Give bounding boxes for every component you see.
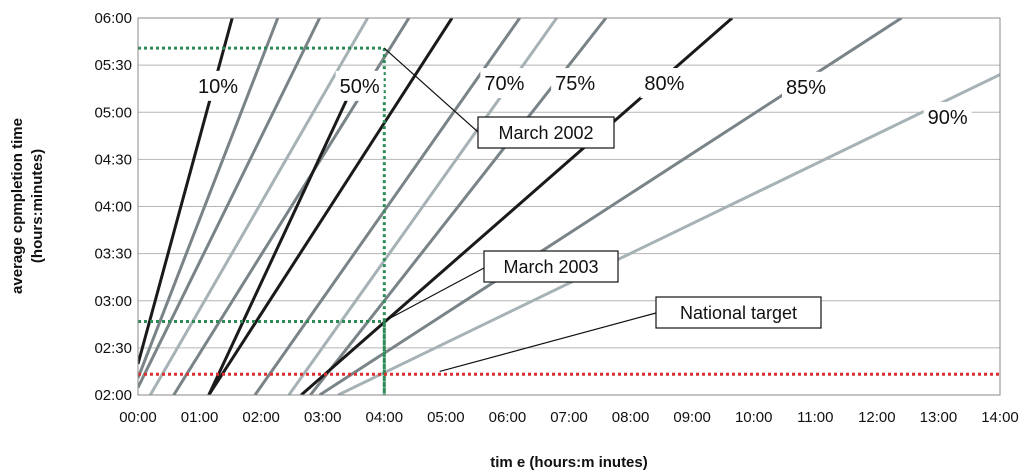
- series-line: [138, 18, 280, 379]
- series-label-box: [640, 68, 689, 99]
- x-tick-label: 10:00: [735, 409, 773, 426]
- series-line: [149, 18, 369, 395]
- series-label: 50%: [340, 76, 380, 98]
- y-tick-label: 02:00: [94, 387, 132, 404]
- y-axis-title-line1: average cpmpletion time: [9, 118, 26, 294]
- annotation-label: March 2002: [498, 123, 593, 143]
- x-tick-label: 01:00: [181, 409, 219, 426]
- y-tick-label: 05:30: [94, 57, 132, 74]
- y-axis-ticks: 02:00 02:30 03:00 03:30 04:00 04:30 05:00 05:30…: [94, 10, 132, 404]
- annotations-layer: March 2002 March 2003 National target: [383, 47, 822, 373]
- series-label-box: [782, 71, 831, 102]
- y-tick-label: 02:30: [94, 340, 132, 357]
- series-line: [207, 80, 357, 395]
- x-tick-label: 04:00: [366, 409, 404, 426]
- x-tick-label: 12:00: [858, 409, 896, 426]
- x-tick-label: 11:00: [797, 409, 833, 426]
- y-axis-title-line2: (hours:minutes): [29, 149, 46, 263]
- x-axis-ticks: 00:00 01:00 02:00 03:00 04:00 05:00 06:00 07:00…: [119, 409, 1019, 426]
- y-tick-label: 03:30: [94, 246, 132, 263]
- series-label: 10%: [198, 76, 238, 98]
- series-label: 85%: [786, 77, 826, 99]
- x-tick-label: 03:00: [304, 409, 342, 426]
- x-tick-label: 09:00: [673, 409, 711, 426]
- series-label-box: [551, 68, 600, 99]
- x-tick-label: 14:00: [981, 409, 1019, 426]
- annotation-leader: [383, 47, 479, 133]
- annotation-box: [477, 116, 615, 149]
- annotation-label: March 2003: [503, 257, 598, 277]
- series-label-box: [335, 70, 384, 101]
- series-line: [253, 18, 521, 395]
- annotation-leader: [387, 267, 485, 321]
- series-label: 80%: [644, 73, 684, 95]
- series-labels-layer: 10% 50% 70% 75% 80% 85% 90%: [194, 68, 972, 132]
- x-tick-label: 02:00: [242, 409, 280, 426]
- x-tick-label: 06:00: [489, 409, 527, 426]
- x-tick-label: 08:00: [612, 409, 650, 426]
- y-tick-label: 03:00: [94, 293, 132, 310]
- y-tick-label: 04:30: [94, 151, 132, 168]
- annotation-leader: [439, 312, 657, 373]
- series-line: [337, 73, 1000, 395]
- y-tick-label: 04:00: [94, 199, 132, 216]
- series-line: [138, 18, 321, 389]
- series-label-box: [480, 68, 529, 99]
- annotation-box: [483, 250, 619, 283]
- series-label: 90%: [928, 107, 968, 129]
- y-tick-label: 05:00: [94, 104, 132, 121]
- series-line: [207, 18, 454, 395]
- series-line: [138, 18, 234, 365]
- series-label: 75%: [555, 73, 595, 95]
- annotation-box: [655, 296, 822, 329]
- plot-area: [138, 18, 1000, 395]
- series-label: 70%: [484, 73, 524, 95]
- y-tick-label: 06:00: [94, 10, 132, 27]
- x-tick-label: 05:00: [427, 409, 465, 426]
- x-tick-label: 13:00: [920, 409, 958, 426]
- series-label-box: [923, 101, 972, 132]
- series-label-box: [194, 70, 243, 101]
- x-tick-label: 07:00: [550, 409, 588, 426]
- plot-frame: [137, 17, 1001, 396]
- annotation-label: National target: [680, 303, 797, 323]
- x-axis-title: tim e (hours:m inutes): [490, 454, 648, 471]
- x-tick-label: 00:00: [119, 409, 157, 426]
